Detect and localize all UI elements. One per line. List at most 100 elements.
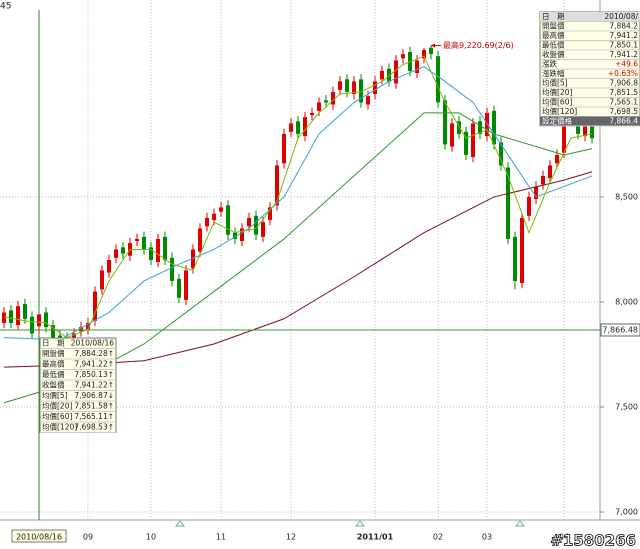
set-price-label: 7,866.48 [602,326,638,335]
candle-body [366,96,370,105]
panel-value: 7,565.11↑ [74,412,114,421]
y-tick-label: 7,000 [615,508,638,517]
candle-body [233,232,237,239]
panel-label: 均價[5] [42,390,68,400]
panel-row-bg [540,116,640,126]
candle-body [296,121,300,134]
candle-body [163,236,167,260]
candle-body [37,314,41,327]
panel-label: 均價[5] [542,77,568,87]
candle-body [352,81,356,95]
x-tick-label: 04 [559,533,569,542]
candle-body [23,304,27,319]
panel-label: 均價[60] [542,96,572,106]
candle-body [443,100,447,145]
candle-body [520,217,524,284]
x-marker [354,520,366,527]
panel-label: 最高價 [42,358,65,368]
candle-body [170,257,174,281]
candle-body [478,121,482,134]
annotation-text: 最高9,220.69(2/6) [443,40,514,50]
candle-body [191,249,195,269]
x-tick-label: 2011/01 [357,533,394,542]
candle-body [268,207,272,221]
ma-line [3,66,593,341]
candle-body [135,238,139,242]
candle-body [275,165,279,206]
candle-body [177,278,181,298]
candle-body [51,325,55,338]
candle-body [457,121,461,134]
candle-body [506,167,510,239]
candle-body [324,100,328,103]
x-crosshair-box [11,529,67,543]
panel-value: 7,866.4 [609,116,638,125]
candle-body [149,247,153,260]
x-marker [174,520,186,527]
candle-body [562,123,566,153]
panel-value: 7,851.5 [609,88,638,97]
candle-body [44,312,48,328]
panel-value: 7,698.53↑ [74,422,114,431]
candle-body [100,270,104,290]
x-tick-label: 11 [216,533,226,542]
candle-body [338,81,342,90]
panel-label: 收盤價 [42,379,65,389]
x-tick-label: 2010/08/16 [16,533,62,542]
candle-body [450,123,454,147]
candle-body [121,247,125,254]
candle-body [107,259,111,273]
info-panel [39,337,117,433]
candle-body [317,102,321,111]
panel-label: 均價[20] [542,87,572,97]
candle-body [247,217,251,227]
panel-row-bg [540,12,640,22]
candle-body [261,222,265,237]
candle-body [331,91,335,105]
panel-label: 開盤價 [42,348,65,358]
x-tick-label: 09 [83,533,93,542]
candle-body [359,79,363,103]
panel-value: 2010/08/ [604,12,638,21]
panel-value: 7,850.1 [609,40,638,49]
candle-body [492,110,496,145]
candle-body [310,112,314,116]
panel-label: 均價[120] [42,421,77,431]
candle-body [114,249,118,258]
candle-body [527,196,531,216]
x-tick-label: 03 [482,533,492,542]
panel-value: 7,906.87↓ [74,391,114,400]
candle-body [142,236,146,250]
panel-value: 7,698.5 [609,107,638,116]
candle-body [394,60,398,84]
candle-body [380,70,384,80]
candle-body [513,236,517,281]
candle-body [79,327,83,332]
panel-value: 7,850.13↑ [74,370,114,379]
candle-body [156,238,160,263]
panel-value: 7,941.22↑ [74,380,114,389]
panel-label: 日 期 [42,338,65,347]
annotation-head [431,43,435,48]
candle-body [184,270,188,300]
top-fragment: 45 [0,2,11,12]
x-tick-label: 02 [433,533,443,542]
watermark: #1580266 [550,532,636,549]
candle-body [387,68,391,82]
ma-line [3,55,593,339]
candle-body [422,49,426,59]
panel-value: 7,941.2 [609,50,638,59]
panel-label: 漲跌 [542,58,557,68]
candle-body [2,312,6,323]
candle-body [30,316,34,334]
panel-value: 7,941.2 [609,31,638,40]
candle-body [282,133,286,164]
panel-label: 均價[60] [42,411,72,421]
candle-body [548,165,552,179]
panel-label: 最高價 [542,30,565,40]
panel-value: +0.63% [608,69,638,78]
panel-label: 最低價 [542,39,565,49]
panel-value: 7,941.22↑ [74,359,114,368]
